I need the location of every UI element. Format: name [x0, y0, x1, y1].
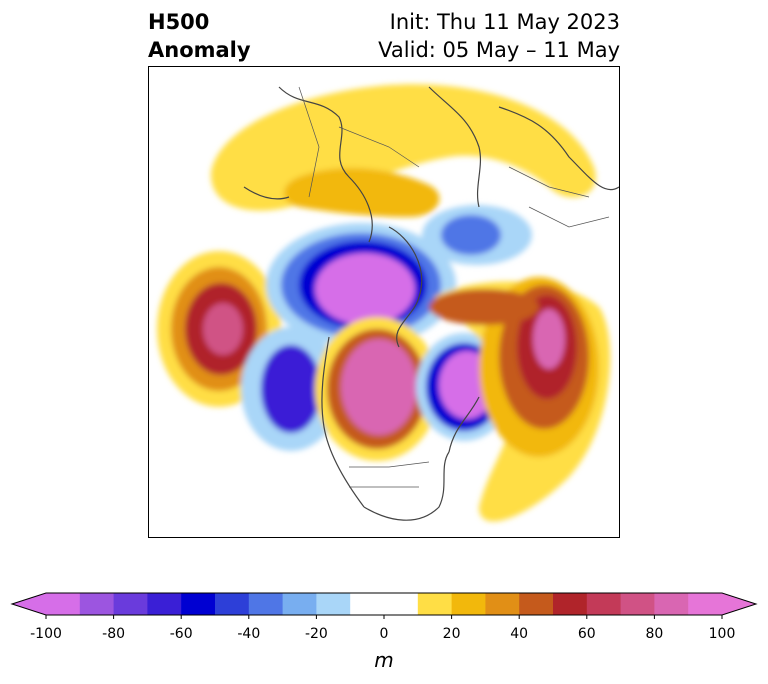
colorbar-tick-label: 40	[510, 626, 529, 642]
border	[338, 126, 420, 168]
positive-anomaly-east-arm	[429, 289, 539, 325]
positive-anomaly-east	[533, 309, 565, 369]
colorbar-swatch	[113, 593, 148, 615]
colorbar-swatch	[248, 593, 284, 615]
colorbar-swatch	[485, 593, 520, 615]
coastline	[448, 396, 480, 453]
anomaly-fill	[157, 84, 611, 522]
colorbar-extend-high	[722, 593, 756, 615]
colorbar-tick-label: 80	[645, 626, 664, 642]
colorbar-swatch	[316, 593, 351, 615]
coastline	[243, 186, 290, 200]
coastline	[278, 86, 373, 243]
colorbar-swatch	[215, 593, 250, 615]
init-date: Init: Thu 11 May 2023	[389, 10, 620, 34]
colorbar-swatch	[553, 593, 588, 615]
colorbar-swatch	[79, 593, 115, 615]
coastline	[498, 106, 619, 191]
negative-anomaly-north	[315, 253, 415, 325]
anomaly-map	[148, 66, 620, 538]
title-variable: H500	[148, 10, 210, 34]
colorbar-swatch	[282, 593, 317, 615]
borders	[298, 86, 610, 488]
colorbar-tick-label: -20	[304, 626, 328, 642]
colorbar-svg	[10, 592, 758, 619]
coastline	[363, 451, 450, 521]
anomaly-map-svg	[157, 84, 619, 522]
colorbar-tick-label: -40	[237, 626, 261, 642]
colorbar-tick-label: -100	[30, 626, 62, 642]
negative-anomaly-west	[261, 345, 321, 433]
border	[298, 86, 320, 198]
coastline	[428, 86, 482, 208]
colorbar-swatch	[181, 593, 216, 615]
colorbar-unit-label: m	[374, 648, 394, 672]
colorbar-tick-label: 0	[379, 626, 389, 642]
colorbar-swatch	[147, 593, 182, 615]
colorbar-swatch	[620, 593, 655, 615]
border	[508, 166, 590, 198]
colorbar-swatch	[417, 593, 453, 615]
title-field: Anomaly	[148, 38, 251, 62]
map-dates: Init: Thu 11 May 2023 Valid: 05 May – 11…	[378, 8, 620, 64]
colorbar-tick-label: -60	[169, 626, 193, 642]
border	[528, 206, 610, 228]
coastlines	[243, 86, 619, 521]
colorbar-swatch	[519, 593, 554, 615]
map-title: H500 Anomaly	[148, 8, 251, 64]
positive-anomaly-central	[341, 339, 417, 435]
positive-anomaly-west	[203, 303, 243, 355]
border	[349, 461, 430, 468]
colorbar-tick-label: 60	[577, 626, 596, 642]
colorbar-swatch	[451, 593, 486, 615]
colorbar-tick-label: 20	[442, 626, 461, 642]
valid-range: Valid: 05 May – 11 May	[378, 38, 620, 62]
coastline	[388, 226, 423, 348]
colorbar-tick-label: 100	[708, 626, 736, 642]
coastline	[321, 336, 365, 508]
colorbar-swatch	[654, 593, 689, 615]
colorbar-swatch	[350, 593, 419, 615]
colorbar-extend-low	[12, 593, 46, 615]
colorbar-tick-label: -80	[102, 626, 126, 642]
colorbar	[0, 588, 768, 628]
negative-anomaly-greenland	[441, 215, 501, 255]
colorbar-swatch	[46, 593, 81, 615]
colorbar-swatch	[688, 593, 723, 615]
colorbar-swatch	[586, 593, 622, 615]
